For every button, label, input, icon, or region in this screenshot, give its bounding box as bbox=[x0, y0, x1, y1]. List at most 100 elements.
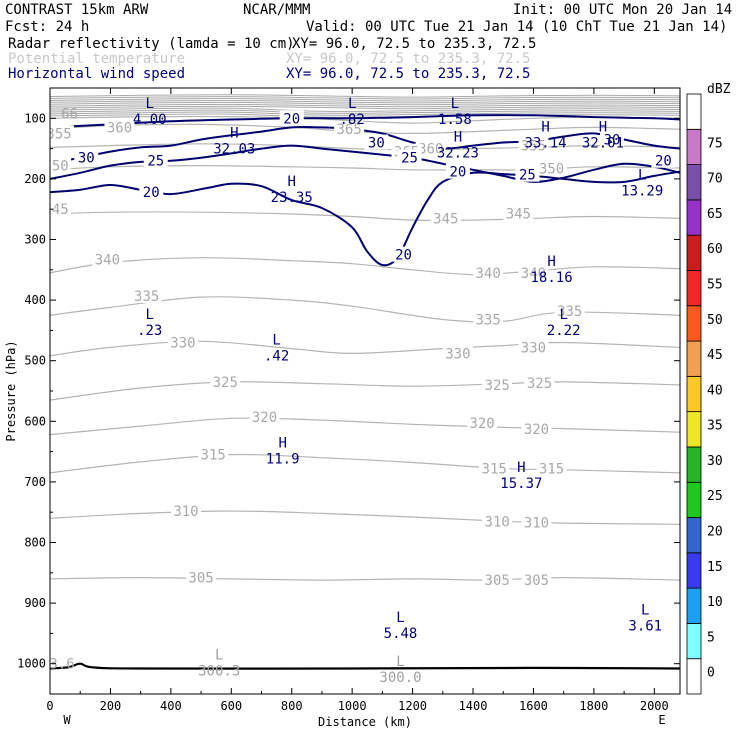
colorbar-tick-label: 40 bbox=[707, 383, 723, 398]
theta-label-310: 310 bbox=[524, 516, 549, 532]
field-3-xy: XY= 96.0, 72.5 to 235.3, 72.5 bbox=[286, 66, 530, 82]
extremum-marker-L: L bbox=[396, 654, 404, 670]
wind-label-25: 25 bbox=[519, 168, 536, 184]
extremum-marker-L: L bbox=[638, 168, 646, 184]
x-end-label-west: W bbox=[63, 713, 71, 727]
x-tick-label: 1600 bbox=[519, 699, 548, 713]
upper-theta-line bbox=[50, 103, 680, 108]
colorbar-segment bbox=[686, 623, 702, 660]
theta-label-bg bbox=[131, 287, 162, 303]
x-tick-label: 1000 bbox=[338, 699, 367, 713]
y-tick-label: 400 bbox=[24, 293, 46, 307]
extremum-marker-L: L bbox=[559, 307, 567, 323]
upper-theta-line bbox=[50, 105, 680, 110]
y-tick-label: 1000 bbox=[17, 657, 46, 671]
ground-line bbox=[50, 662, 680, 670]
x-tick-label: 2000 bbox=[640, 699, 669, 713]
theta-label-335: 335 bbox=[557, 304, 582, 320]
wind-label-20: 20 bbox=[395, 248, 412, 264]
theta-label-bg bbox=[92, 251, 123, 267]
y-tick-label: 600 bbox=[24, 414, 46, 428]
upper-theta-line bbox=[50, 96, 680, 100]
colorbar-segment bbox=[686, 199, 702, 236]
upper-theta-line bbox=[50, 101, 680, 106]
field-3-name: Horizontal wind speed bbox=[8, 66, 185, 82]
colorbar-segment bbox=[686, 93, 702, 130]
field-2-name: Potential temperature bbox=[8, 51, 185, 67]
wind-label-bg bbox=[139, 184, 164, 200]
extremum-marker-L: L bbox=[215, 648, 223, 664]
theta-label-bg bbox=[518, 264, 549, 280]
y-tick-label: 900 bbox=[24, 596, 46, 610]
x-end-label-east: E bbox=[658, 713, 665, 727]
theta-label-bg bbox=[536, 460, 567, 476]
theta-label-360: 360 bbox=[107, 120, 132, 136]
theta-label-bg bbox=[521, 572, 552, 588]
extremum-value: 3.61 bbox=[628, 618, 662, 634]
wind-label-bg bbox=[397, 149, 422, 165]
colorbar-tick-label: 15 bbox=[707, 560, 723, 575]
colorbar-tick-label: 75 bbox=[707, 136, 723, 151]
wind-label-bg bbox=[364, 134, 389, 150]
colorbar-segment bbox=[686, 411, 702, 448]
extremum-value: 32.01 bbox=[582, 135, 624, 151]
theta-line-315 bbox=[50, 453, 680, 474]
x-tick-label: 1800 bbox=[579, 699, 608, 713]
colorbar-segment bbox=[686, 128, 702, 165]
theta-label-330: 330 bbox=[170, 336, 195, 352]
extremum-marker-L: L bbox=[396, 610, 404, 626]
extremum-marker-L: L bbox=[451, 96, 459, 112]
extremum-value: 23.35 bbox=[271, 190, 313, 206]
extra-label: 3.6 bbox=[49, 657, 74, 673]
x-tick-label: 600 bbox=[220, 699, 242, 713]
theta-label-bg bbox=[467, 415, 498, 431]
extremum-value: 18.16 bbox=[531, 270, 573, 286]
theta-label-bg bbox=[50, 201, 72, 217]
theta-label-355: 355 bbox=[46, 126, 71, 142]
colorbar-segment bbox=[686, 270, 702, 307]
extremum-marker-H: H bbox=[454, 130, 462, 146]
theta-label-bg bbox=[442, 345, 473, 361]
theta-label-325: 325 bbox=[527, 376, 552, 392]
colorbar-tick-label: 50 bbox=[707, 313, 723, 328]
theta-label-320: 320 bbox=[469, 416, 494, 432]
theta-label-bg bbox=[415, 140, 446, 156]
wind-label-30: 30 bbox=[78, 151, 95, 167]
theta-line-310 bbox=[50, 510, 680, 525]
theta-line-320 bbox=[50, 417, 680, 436]
colorbar-tick-label: 60 bbox=[707, 242, 723, 257]
colorbar-tick-label: 20 bbox=[707, 525, 723, 540]
theta-line-305 bbox=[50, 576, 680, 581]
theta-label-bg bbox=[170, 502, 201, 518]
upper-theta-line bbox=[50, 94, 680, 98]
colorbar-tick-label: 65 bbox=[707, 207, 723, 222]
extremum-value: .23 bbox=[137, 323, 162, 339]
theta-label-345: 345 bbox=[43, 202, 68, 218]
theta-label-bg bbox=[518, 339, 549, 355]
extremum-marker-H: H bbox=[517, 460, 525, 476]
field-1-xy: XY= 96.0, 72.5 to 235.3, 72.5 bbox=[292, 36, 536, 52]
colorbar-tick-label: 0 bbox=[707, 666, 715, 681]
extremum-value: 32.03 bbox=[213, 141, 255, 157]
theta-label-bg bbox=[210, 373, 241, 389]
x-tick-label: 800 bbox=[281, 699, 303, 713]
colorbar-tick-label: 45 bbox=[707, 348, 723, 363]
upper-theta-line bbox=[50, 107, 680, 112]
wind-contour-20 bbox=[50, 114, 680, 129]
theta-label-bg bbox=[430, 210, 461, 226]
colorbar-segment bbox=[686, 658, 702, 695]
theta-label-bg bbox=[167, 334, 198, 350]
plot-frame bbox=[49, 87, 681, 695]
extremum-marker-L: L bbox=[145, 307, 153, 323]
field-1-name: Radar reflectivity (lamda = 10 cm) bbox=[8, 36, 295, 52]
theta-label-335: 335 bbox=[475, 312, 500, 328]
colorbar-segment bbox=[686, 517, 702, 554]
extremum-value: 4.00 bbox=[133, 112, 167, 128]
extremum-marker-L: L bbox=[641, 602, 649, 618]
theta-line-345 bbox=[50, 211, 680, 222]
extremum-value: 15.37 bbox=[500, 476, 542, 492]
colorbar-tick-label: 25 bbox=[707, 489, 723, 504]
theta-label-bg bbox=[186, 569, 217, 585]
colorbar-tick-label: 35 bbox=[707, 419, 723, 434]
wind-contour-30 bbox=[50, 126, 680, 165]
